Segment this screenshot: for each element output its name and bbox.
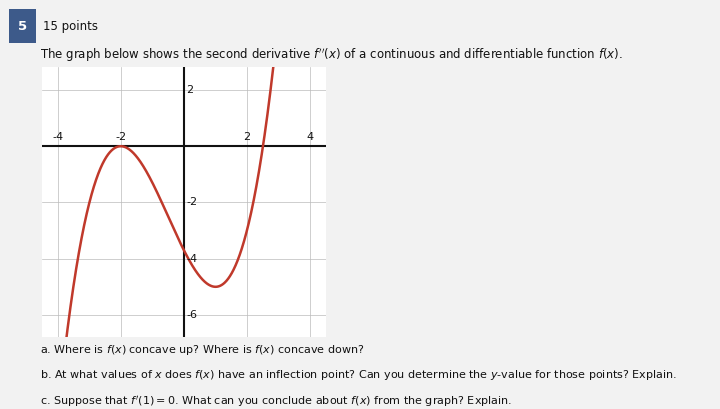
Text: 15 points: 15 points (43, 20, 98, 33)
Text: 2: 2 (243, 132, 251, 142)
Text: 4: 4 (307, 132, 314, 142)
Text: -6: -6 (186, 310, 197, 320)
Text: a. Where is $f(x)$ concave up? Where is $f(x)$ concave down?: a. Where is $f(x)$ concave up? Where is … (40, 343, 364, 357)
Text: c. Suppose that $f'(1) = 0$. What can you conclude about $f(x)$ from the graph? : c. Suppose that $f'(1) = 0$. What can yo… (40, 394, 512, 409)
Text: b. At what values of $x$ does $f(x)$ have an inflection point? Can you determine: b. At what values of $x$ does $f(x)$ hav… (40, 369, 676, 382)
Text: -4: -4 (52, 132, 63, 142)
Text: The graph below shows the second derivative $f''(x)$ of a continuous and differe: The graph below shows the second derivat… (40, 47, 623, 64)
Text: -2: -2 (186, 198, 197, 207)
Text: -4: -4 (186, 254, 197, 264)
Text: 2: 2 (186, 85, 194, 95)
Text: -2: -2 (115, 132, 126, 142)
Text: 5: 5 (18, 20, 27, 33)
